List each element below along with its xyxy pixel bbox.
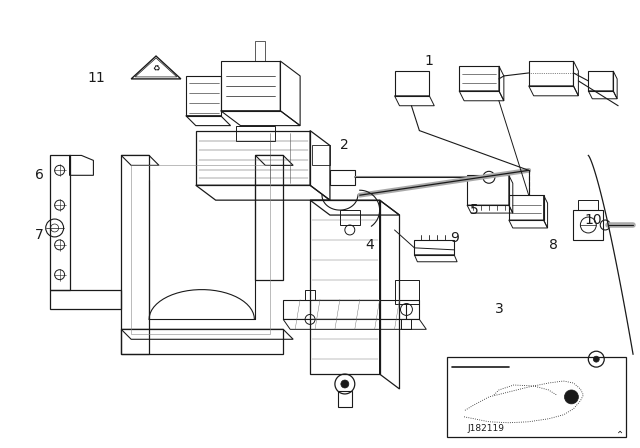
Text: 1: 1 — [425, 54, 434, 68]
Text: 11: 11 — [88, 71, 105, 85]
Circle shape — [593, 356, 599, 362]
Text: 3: 3 — [495, 302, 503, 316]
Text: ♻: ♻ — [152, 65, 160, 73]
Circle shape — [341, 380, 349, 388]
Text: 7: 7 — [35, 228, 44, 242]
Text: 5: 5 — [470, 203, 479, 217]
Text: 4: 4 — [365, 238, 374, 252]
Text: 8: 8 — [549, 238, 558, 252]
Bar — [447, 357, 626, 437]
Text: J182119: J182119 — [467, 424, 504, 433]
Text: ⌃: ⌃ — [616, 430, 624, 439]
Text: 2: 2 — [340, 138, 349, 152]
Bar — [312, 146, 330, 165]
Circle shape — [564, 390, 579, 404]
Text: 10: 10 — [584, 213, 602, 227]
Text: 6: 6 — [35, 168, 44, 182]
Text: 9: 9 — [450, 231, 459, 245]
